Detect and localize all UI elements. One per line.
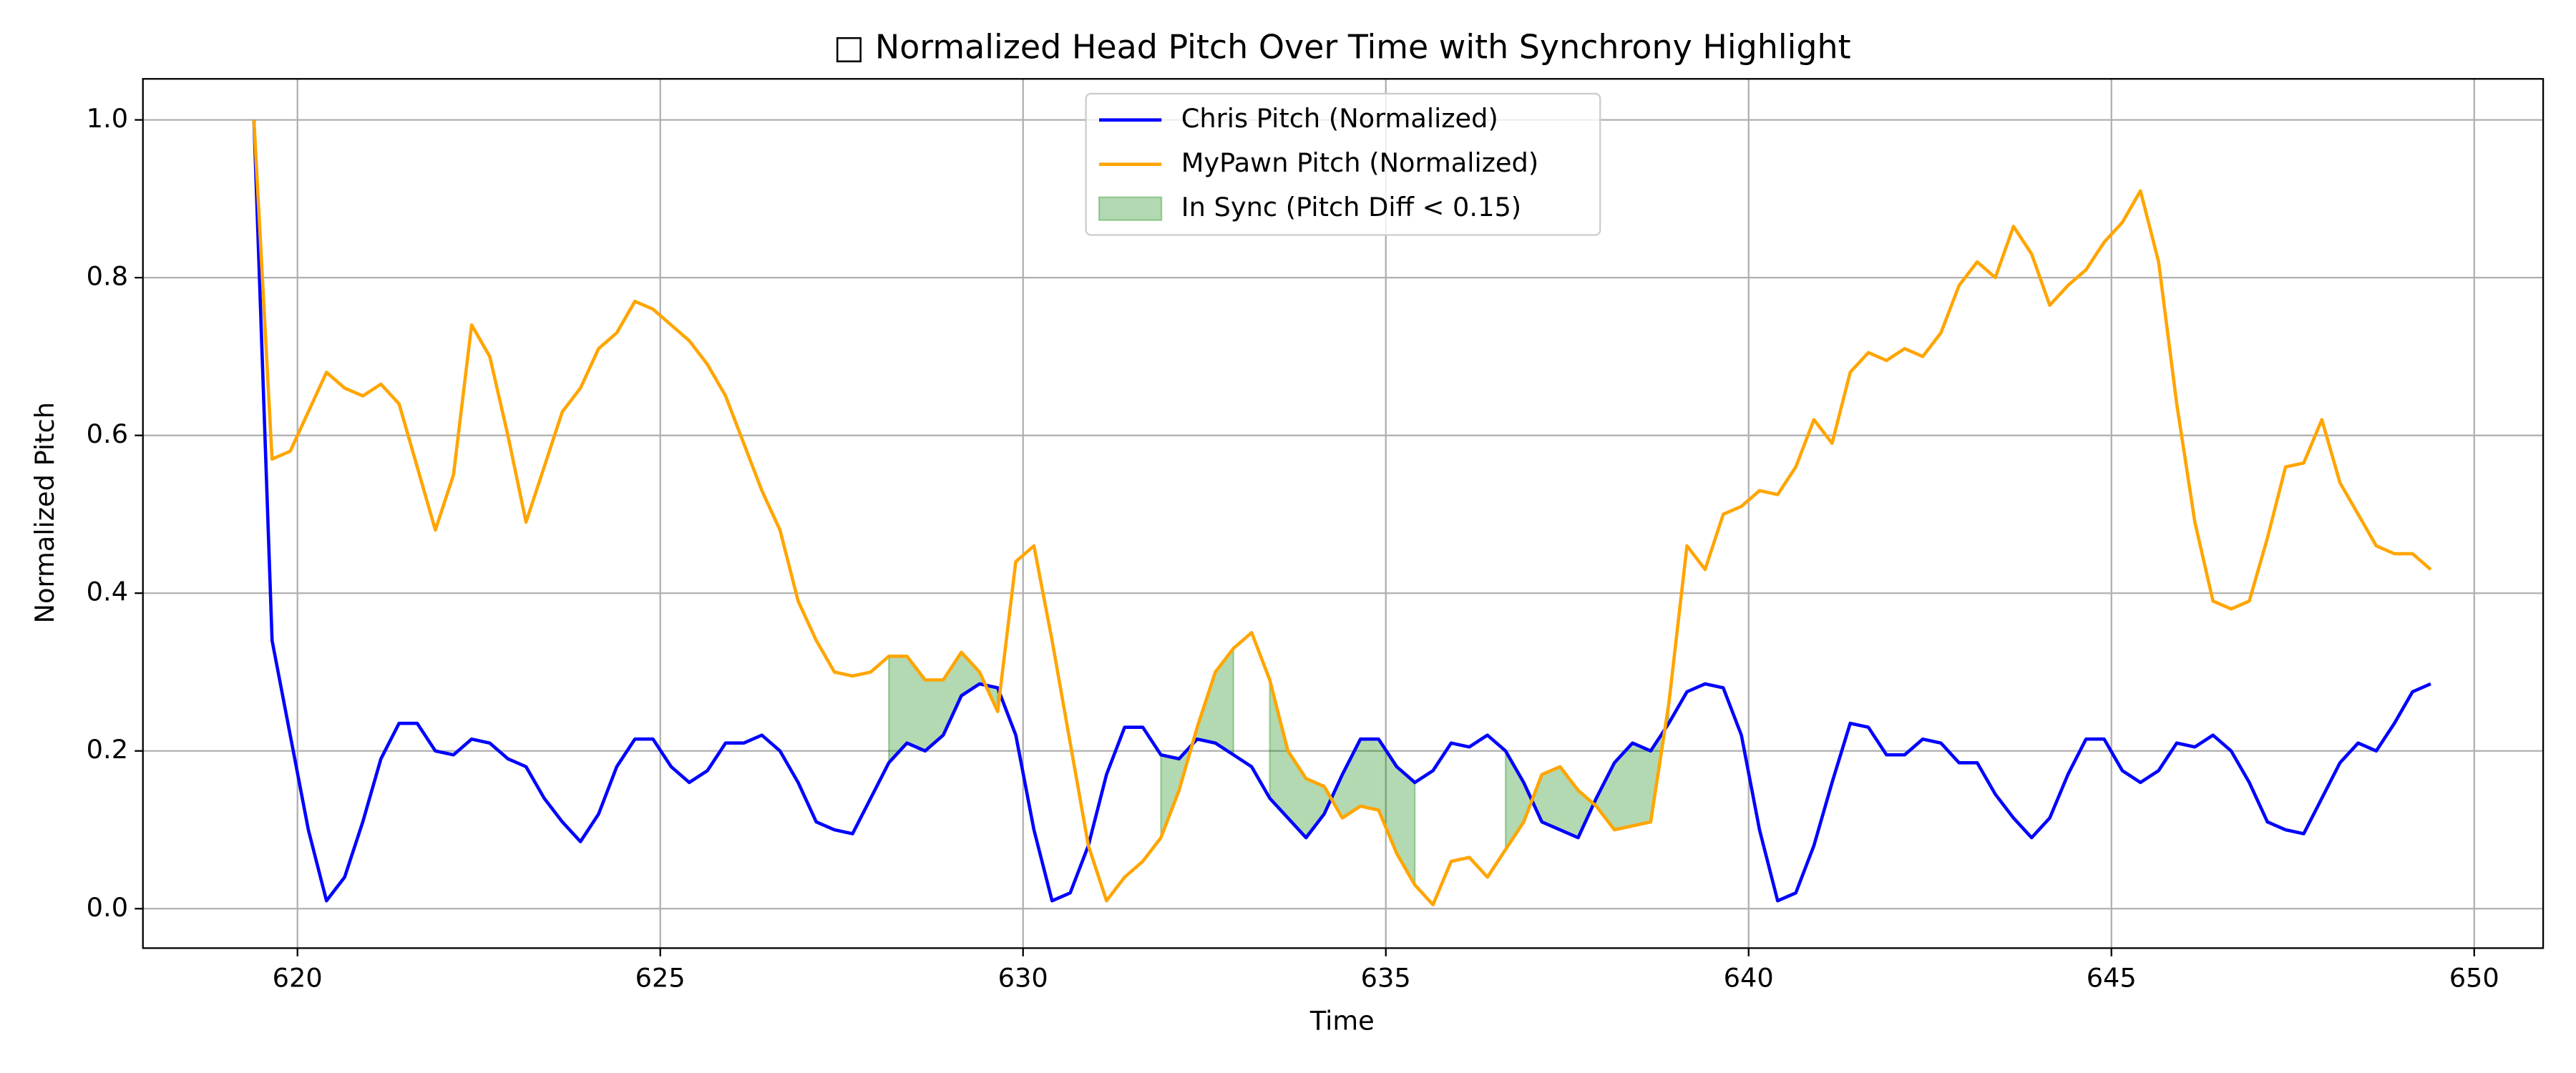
legend-label: Chris Pitch (Normalized) [1181,103,1498,134]
x-tick-label: 645 [2087,963,2137,994]
plot-frame [142,78,2545,949]
series-line [252,119,2431,903]
y-tick-label: 0.4 [87,577,128,607]
x-tick-label: 625 [635,963,686,994]
legend-label: MyPawn Pitch (Normalized) [1181,147,1538,178]
x-tick-label: 635 [1361,963,1411,994]
x-tick-label: 620 [273,963,323,994]
y-tick-label: 0.2 [87,734,128,765]
legend-box [1085,92,1601,236]
legend-swatch [1098,196,1163,221]
series-line [252,119,2432,907]
y-tick-label: 0.0 [87,892,128,923]
y-tick-label: 0.8 [87,261,128,292]
x-tick-label: 630 [998,963,1048,994]
legend-label: In Sync (Pitch Diff < 0.15) [1181,192,1521,222]
y-tick-label: 0.6 [87,418,128,449]
x-axis-label: Time [1309,1005,1375,1036]
y-tick-label: 1.0 [87,103,128,134]
y-axis-label: Normalized Pitch [29,402,60,624]
chart-title: □ Normalized Head Pitch Over Time with S… [834,27,1851,66]
x-tick-label: 650 [2449,963,2499,994]
x-tick-label: 640 [1724,963,1774,994]
